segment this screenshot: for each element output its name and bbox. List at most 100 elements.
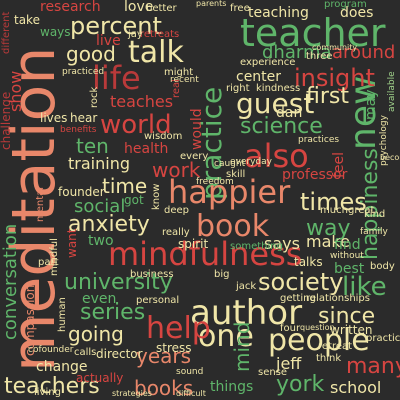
word-help: help: [146, 311, 211, 346]
word-business: business: [130, 269, 174, 280]
word-practical: practical: [366, 333, 400, 344]
word-available: available: [387, 71, 397, 112]
word-really: really: [162, 227, 190, 238]
word-sense: sense: [258, 367, 288, 378]
word-everyday: everyday: [230, 157, 272, 167]
word-would: would: [189, 108, 205, 150]
word-talk: talk: [128, 35, 184, 70]
word-school: school: [330, 378, 382, 397]
word-may: may: [363, 89, 379, 120]
word-things: things: [210, 379, 254, 395]
word-jeff: jeff: [276, 354, 302, 373]
word-mindfulness: mindfulness: [108, 235, 303, 273]
word-ways: ways: [40, 25, 71, 39]
word-science: science: [240, 114, 323, 139]
word-practiced: practiced: [62, 67, 105, 77]
word-ten: ten: [76, 134, 109, 158]
word-times: times: [300, 188, 367, 216]
word-three: three: [306, 51, 333, 62]
word-center: center: [236, 69, 282, 85]
word-retreats: retreats: [140, 29, 180, 40]
word-something: something: [230, 241, 283, 252]
word-since: since: [318, 304, 376, 329]
word-talks: talks: [294, 255, 323, 269]
word-caught: caught: [214, 159, 246, 169]
word-kind: kind: [364, 209, 386, 220]
word-lives: lives: [40, 111, 68, 125]
word-retreat: retreat: [318, 341, 353, 352]
word-good: good: [66, 42, 116, 66]
word-jay: jay: [128, 29, 143, 40]
word-mind: mind: [230, 321, 254, 372]
word-experience: experience: [240, 57, 296, 68]
word-recent: recent: [170, 75, 199, 85]
word-make: make: [306, 232, 350, 251]
word-take: take: [14, 13, 40, 27]
word-best: best: [334, 261, 365, 277]
word-big: big: [214, 269, 230, 280]
word-also: also: [244, 137, 309, 175]
word-work: work: [152, 158, 201, 182]
word-question: question: [300, 323, 335, 332]
word-does: does: [340, 5, 374, 21]
word-health: health: [124, 141, 169, 157]
word-percent: percent: [70, 12, 162, 40]
word-body: body: [370, 261, 395, 272]
word-jack: jack: [236, 281, 257, 292]
word-strategies: strategies: [112, 389, 152, 398]
word-difficult: difficult: [176, 389, 206, 398]
word-people: people: [268, 323, 370, 358]
word-society: society: [258, 268, 344, 296]
word-know: know: [151, 183, 162, 210]
word-insight: insight: [294, 64, 375, 92]
word-love: love: [124, 0, 154, 15]
word-program: program: [324, 0, 367, 10]
word-great: great: [348, 205, 375, 216]
word-might: might: [164, 67, 194, 78]
word-human: human: [57, 297, 68, 332]
word-series: series: [80, 300, 146, 325]
word-different: different: [1, 11, 12, 54]
word-books: books: [134, 376, 194, 400]
word-director: director: [96, 347, 143, 361]
word-show: show: [6, 70, 25, 112]
word-teaches: teaches: [110, 92, 174, 111]
word-two: two: [88, 233, 114, 249]
word-every: every: [180, 151, 209, 162]
word-teachers: teachers: [4, 374, 100, 399]
word-deep: deep: [164, 205, 189, 216]
word-without: without: [330, 251, 364, 261]
word-founder: founder: [58, 185, 105, 199]
word-family: family: [360, 227, 388, 237]
word-book: book: [196, 209, 270, 244]
word-sound: sound: [176, 367, 204, 377]
word-dharma: dharma: [262, 42, 332, 63]
word-teaching: teaching: [248, 5, 309, 21]
word-time: time: [102, 174, 148, 198]
word-social: social: [74, 196, 126, 217]
word-free: free: [230, 3, 250, 14]
word-guest: guest: [236, 87, 315, 120]
word-part: part: [38, 257, 59, 268]
word-stress: stress: [156, 341, 192, 355]
word-community: community: [312, 43, 358, 52]
word-much: much: [320, 205, 348, 216]
word-freedom: freedom: [196, 177, 234, 187]
word-way: way: [306, 216, 351, 241]
word-kindness: kindness: [256, 83, 301, 94]
word-think: think: [316, 353, 342, 364]
word-actually: actually: [76, 371, 124, 385]
word-anxiety: anxiety: [68, 212, 150, 237]
word-practices: practices: [298, 135, 340, 145]
word-four: four: [280, 323, 301, 334]
word-written: written: [330, 323, 373, 337]
word-mental: mental: [35, 186, 46, 222]
word-right: right: [226, 83, 250, 94]
word-personal: personal: [136, 295, 180, 306]
word-wisdom: wisdom: [144, 131, 183, 142]
word-cofounder: cofounder: [28, 345, 74, 355]
word-better: better: [146, 3, 177, 14]
word-even: even: [82, 291, 117, 307]
